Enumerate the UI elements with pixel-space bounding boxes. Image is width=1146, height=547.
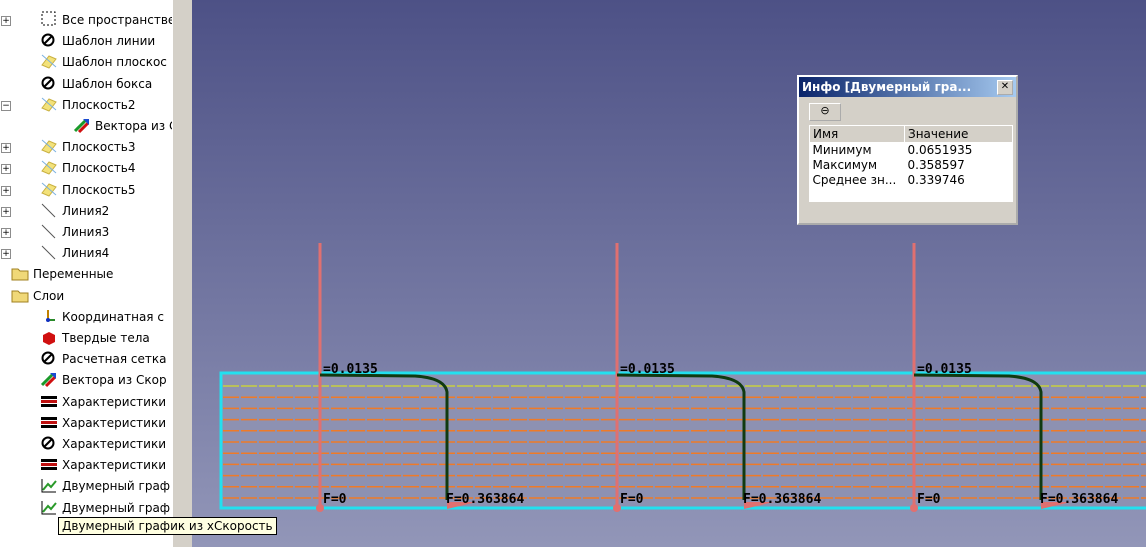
tree-item[interactable]: Плоскость5 [62,182,136,197]
column-header[interactable]: Значение [904,125,1013,143]
probe-end [910,504,918,512]
tree-item[interactable]: Слои [33,288,65,303]
plot-label: F=0.363864 [743,492,821,507]
tree-item[interactable]: Плоскость4 [62,161,136,176]
tree-item[interactable]: Плоскость3 [62,140,136,155]
tree-icon [41,351,55,365]
profile-curve [913,373,1043,500]
splitter [172,0,192,547]
plot-label: F=0 [917,492,941,507]
tree-item[interactable]: Шаблон плоскос [62,55,167,70]
probe-end [613,504,621,512]
tree-icon [73,118,90,134]
tree-icon [41,11,56,26]
table-cell: Максимум [812,158,878,172]
plot-label: F=0 [323,492,347,507]
table-cell: Минимум [812,143,872,157]
plot-label: =0.0135 [323,362,378,377]
tree-icon [41,203,56,218]
axis-arrow [447,502,477,509]
expander[interactable]: + [1,16,11,26]
tree-icon [41,97,57,112]
tooltip: Двумерный график из xСкорость [58,517,277,535]
tree-item[interactable]: Все пространстве [62,13,172,27]
tree-item[interactable]: Переменные [33,267,114,282]
tree-item[interactable]: Расчетная сетка [62,352,167,367]
table-cell: 0.0651935 [907,143,973,157]
tree-item[interactable]: Линия3 [62,225,110,239]
tree-icon [11,290,29,303]
table-row: Максимум 0.358597 [810,158,1013,173]
expander[interactable]: + [1,228,11,238]
profile-curve [616,373,746,500]
tree-item[interactable]: Вектора из Скор [62,373,167,388]
table-row [810,188,1013,202]
tree-icon [41,395,57,407]
expander[interactable]: + [1,185,11,196]
table-cell: Среднее зн... [812,173,897,187]
column-header[interactable]: Имя [809,125,905,143]
tree-item[interactable]: Характеристики [62,437,167,451]
viewport: =0.0135 F=0 F=0.363864 =0.0135 F=0 F=0.363864… [192,0,1146,547]
tree-icon [43,332,55,345]
axis-arrow [1041,502,1071,509]
expander[interactable]: + [1,143,11,154]
axis-arrow [744,502,774,509]
link-button[interactable]: ⊖ [809,103,841,121]
close-button[interactable]: ✕ [997,80,1013,95]
tree-icon [41,245,56,260]
table-cell: 0.339746 [907,173,965,187]
tree-item[interactable]: Шаблон линии [62,34,156,49]
tree-icon [11,268,29,281]
tree-icon [41,416,57,428]
tree-item[interactable]: Вектора из С [95,119,172,133]
tree-icon [41,182,57,197]
info-window: Инфо [Двумерный гра... ✕ ⊖ Имя Значение Мин… [797,75,1018,225]
tree-icon [41,224,56,239]
profile-curve [319,373,449,500]
tree-icon [41,161,57,176]
tree-item[interactable]: Двумерный граф [62,479,171,494]
tree-icon [46,309,55,322]
title-bar: Инфо [Двумерный гра... ✕ [799,77,1016,97]
table-cell: 0.358597 [907,158,965,172]
info-table: Имя Значение Минимум 0.0651935 Максимум 0.358… [809,125,1013,202]
probe-end [316,504,324,512]
tree-item[interactable]: Шаблон бокса [62,76,153,91]
expander[interactable]: + [1,249,11,260]
plot-label: =0.0135 [620,362,675,377]
tree-icon [41,500,57,515]
tree-panel: + Все пространстве Шаблон линии Шаблон плос… [0,0,172,547]
tree-icon [41,436,55,450]
window-title: Инфо [Двумерный гра... [802,80,972,94]
expander[interactable]: + [1,164,11,175]
tree-item[interactable]: Координатная с [62,309,164,324]
tree-item[interactable]: Плоскость2 [62,97,136,112]
tree-item[interactable]: Линия2 [62,203,110,218]
tree-item[interactable]: Твердые тела [62,331,150,345]
table-row: Среднее зн... 0.339746 [810,173,1013,188]
tree-item[interactable]: Характеристики [62,415,167,430]
table-row: Минимум 0.0651935 [810,143,1013,159]
plot-label: =0.0135 [917,362,972,377]
domain-box [219,371,1146,510]
tree-icon [41,55,57,70]
expander[interactable]: + [1,206,11,217]
tree-item[interactable]: Линия4 [62,246,110,261]
plot-label: F=0.363864 [1040,492,1118,507]
tree-icon [41,479,57,493]
tree-item[interactable]: Двумерный граф [62,500,171,515]
tree-icon [41,33,55,47]
plot-label: F=0.363864 [446,492,524,507]
tree-icon [41,76,55,90]
tree-icon [40,373,57,388]
expander[interactable]: − [1,100,11,111]
tree-icon [41,459,57,471]
tree-icon [41,139,57,154]
tree-item[interactable]: Характеристики [62,394,167,409]
tree-item[interactable]: Характеристики [62,458,167,473]
plot-label: F=0 [620,492,644,507]
